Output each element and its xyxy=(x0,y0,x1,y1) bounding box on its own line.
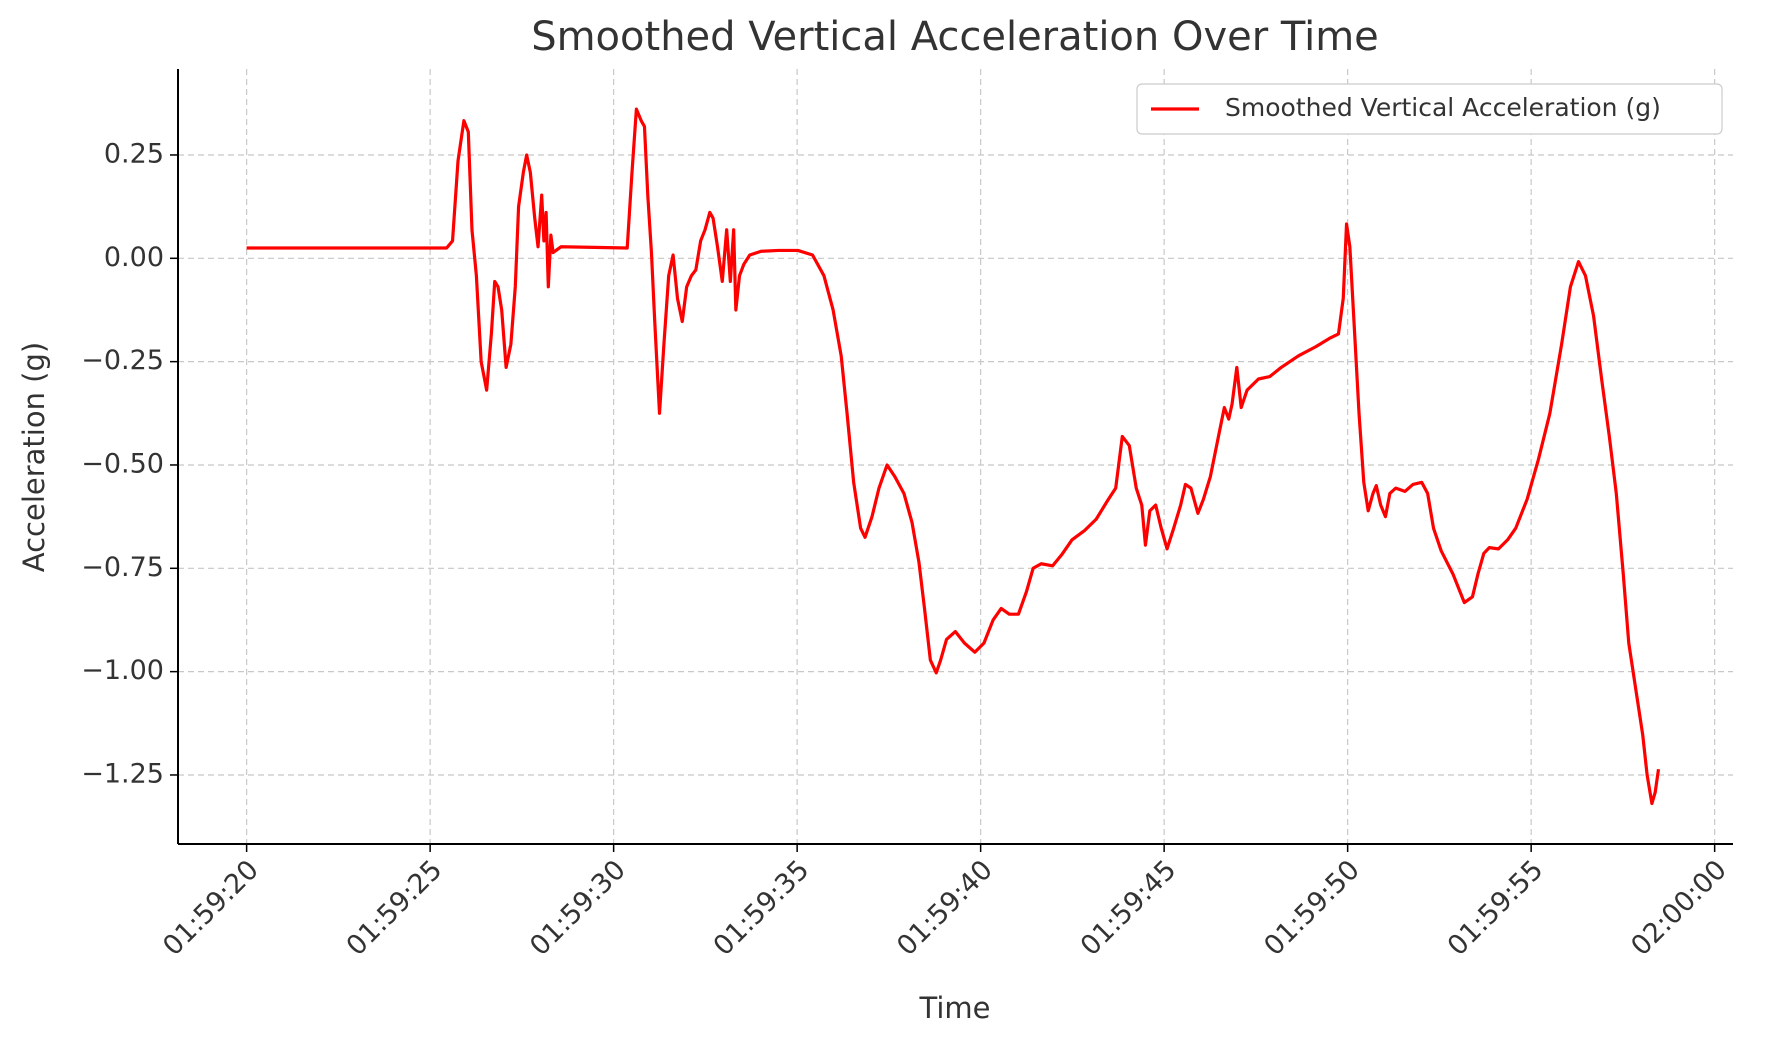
x-axis-label: Time xyxy=(919,991,991,1025)
y-tick-label: −1.25 xyxy=(81,758,164,789)
x-tick-label: 01:59:55 xyxy=(1442,854,1550,962)
x-tick-label: 01:59:40 xyxy=(891,854,999,962)
legend-box xyxy=(1136,83,1723,135)
x-tick-label: 01:59:25 xyxy=(341,854,449,962)
y-tick-label: 0.25 xyxy=(104,138,164,169)
legend: Smoothed Vertical Acceleration (g) xyxy=(1136,83,1723,135)
chart-title: Smoothed Vertical Acceleration Over Time xyxy=(531,14,1379,60)
x-tick-label: 02:00:00 xyxy=(1625,854,1733,962)
data-line xyxy=(246,107,1661,806)
x-tick-label: 01:59:35 xyxy=(708,854,816,962)
y-tick-label: 0.00 xyxy=(104,242,164,273)
x-tick-label: 01:59:50 xyxy=(1258,854,1366,962)
y-tick-label: −1.00 xyxy=(81,655,164,686)
legend-label: Smoothed Vertical Acceleration (g) xyxy=(1225,93,1661,122)
x-tick-label: 01:59:45 xyxy=(1075,854,1183,962)
x-tick-label: 01:59:30 xyxy=(524,854,632,962)
y-tick-label: −0.25 xyxy=(81,345,164,376)
y-tick-label: −0.50 xyxy=(81,448,164,479)
y-tick-label: −0.75 xyxy=(81,552,164,583)
y-axis-label: Acceleration (g) xyxy=(17,342,51,572)
x-tick-label: 01:59:20 xyxy=(157,854,265,962)
